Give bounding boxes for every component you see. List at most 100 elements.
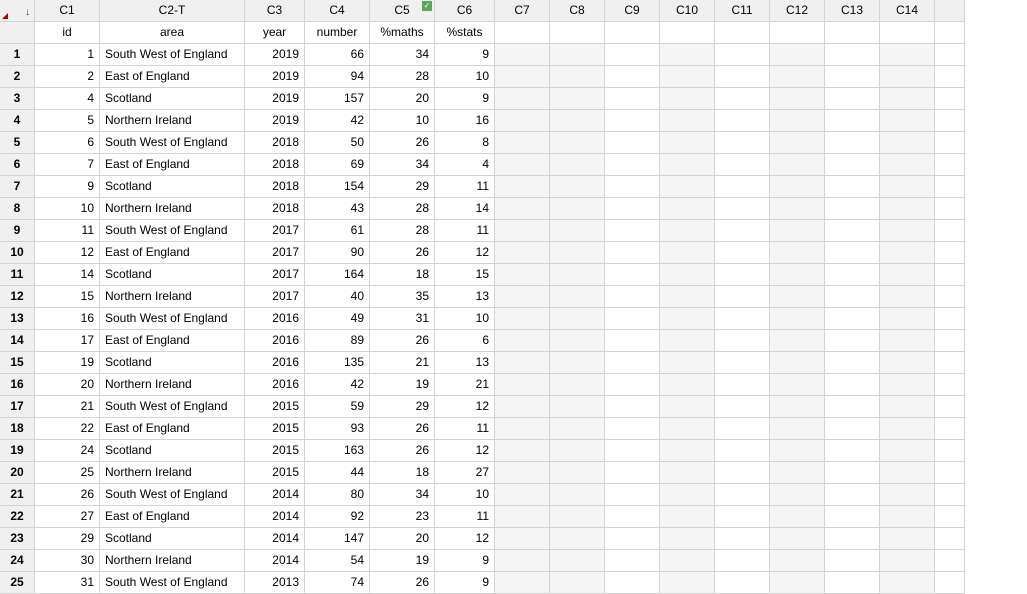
data-cell[interactable]: 40 <box>305 286 370 308</box>
data-cell[interactable] <box>550 506 605 528</box>
data-cell[interactable] <box>495 330 550 352</box>
data-cell[interactable]: 12 <box>435 528 495 550</box>
data-cell[interactable]: 2014 <box>245 528 305 550</box>
data-cell[interactable]: 19 <box>370 374 435 396</box>
data-cell[interactable] <box>495 154 550 176</box>
data-cell[interactable] <box>495 132 550 154</box>
data-cell[interactable] <box>825 220 880 242</box>
data-cell[interactable] <box>715 264 770 286</box>
data-cell[interactable]: 7 <box>35 154 100 176</box>
data-cell[interactable] <box>770 66 825 88</box>
data-cell[interactable] <box>880 330 935 352</box>
data-cell[interactable] <box>825 198 880 220</box>
data-cell[interactable] <box>550 308 605 330</box>
row-number[interactable]: 17 <box>0 396 35 418</box>
data-cell[interactable] <box>660 242 715 264</box>
data-cell[interactable] <box>550 154 605 176</box>
data-cell[interactable] <box>880 220 935 242</box>
row-number[interactable]: 4 <box>0 110 35 132</box>
data-cell[interactable] <box>880 374 935 396</box>
data-cell[interactable] <box>880 110 935 132</box>
data-cell[interactable] <box>550 88 605 110</box>
data-cell[interactable]: 54 <box>305 550 370 572</box>
data-cell[interactable] <box>770 374 825 396</box>
data-cell[interactable]: 147 <box>305 528 370 550</box>
data-cell[interactable] <box>605 286 660 308</box>
column-header[interactable]: C6 <box>435 0 495 22</box>
data-cell[interactable] <box>605 572 660 594</box>
data-cell[interactable] <box>660 484 715 506</box>
data-cell[interactable]: 2014 <box>245 484 305 506</box>
data-cell[interactable]: Scotland <box>100 528 245 550</box>
data-cell[interactable] <box>660 264 715 286</box>
data-cell[interactable] <box>770 242 825 264</box>
column-header[interactable]: C12 <box>770 0 825 22</box>
data-cell[interactable] <box>825 528 880 550</box>
column-header[interactable]: C13 <box>825 0 880 22</box>
column-header[interactable]: C11 <box>715 0 770 22</box>
data-cell[interactable] <box>825 330 880 352</box>
data-cell[interactable] <box>825 264 880 286</box>
data-cell[interactable]: 10 <box>435 484 495 506</box>
data-cell[interactable] <box>495 550 550 572</box>
data-cell[interactable] <box>605 132 660 154</box>
data-cell[interactable]: 24 <box>35 440 100 462</box>
data-cell[interactable]: 31 <box>370 308 435 330</box>
data-cell[interactable]: 2016 <box>245 308 305 330</box>
column-header[interactable]: C4 <box>305 0 370 22</box>
data-cell[interactable]: 19 <box>35 352 100 374</box>
data-cell[interactable]: 11 <box>435 506 495 528</box>
data-cell[interactable]: 22 <box>35 418 100 440</box>
data-cell[interactable] <box>770 550 825 572</box>
data-cell[interactable] <box>825 484 880 506</box>
column-name-cell[interactable] <box>660 22 715 44</box>
data-cell[interactable] <box>715 418 770 440</box>
data-cell[interactable]: 34 <box>370 484 435 506</box>
data-cell[interactable]: 2018 <box>245 154 305 176</box>
data-cell[interactable]: South West of England <box>100 132 245 154</box>
column-header[interactable]: C2-T <box>100 0 245 22</box>
row-number[interactable]: 19 <box>0 440 35 462</box>
row-number[interactable]: 24 <box>0 550 35 572</box>
data-cell[interactable]: 2015 <box>245 396 305 418</box>
data-cell[interactable]: 11 <box>435 418 495 440</box>
data-cell[interactable] <box>715 528 770 550</box>
data-cell[interactable] <box>550 286 605 308</box>
data-cell[interactable] <box>715 220 770 242</box>
data-cell[interactable]: 25 <box>35 462 100 484</box>
data-cell[interactable]: South West of England <box>100 44 245 66</box>
data-cell[interactable] <box>660 550 715 572</box>
data-cell[interactable]: 4 <box>35 88 100 110</box>
data-cell[interactable] <box>880 528 935 550</box>
data-cell[interactable]: 2015 <box>245 462 305 484</box>
row-number[interactable]: 3 <box>0 88 35 110</box>
data-cell[interactable] <box>715 66 770 88</box>
data-cell[interactable]: 10 <box>435 308 495 330</box>
data-cell[interactable]: 27 <box>35 506 100 528</box>
data-cell[interactable] <box>495 198 550 220</box>
data-cell[interactable] <box>770 110 825 132</box>
data-cell[interactable] <box>880 286 935 308</box>
data-cell[interactable]: South West of England <box>100 308 245 330</box>
data-cell[interactable] <box>605 44 660 66</box>
data-cell[interactable] <box>550 132 605 154</box>
data-cell[interactable]: 13 <box>435 286 495 308</box>
data-cell[interactable] <box>605 484 660 506</box>
column-name-cell[interactable]: year <box>245 22 305 44</box>
data-cell[interactable] <box>715 198 770 220</box>
data-cell[interactable] <box>770 176 825 198</box>
data-cell[interactable] <box>660 572 715 594</box>
data-cell[interactable] <box>770 506 825 528</box>
data-cell[interactable] <box>495 418 550 440</box>
data-cell[interactable]: 2015 <box>245 440 305 462</box>
data-cell[interactable]: 61 <box>305 220 370 242</box>
data-cell[interactable] <box>825 506 880 528</box>
data-cell[interactable]: East of England <box>100 418 245 440</box>
data-cell[interactable] <box>495 506 550 528</box>
data-cell[interactable] <box>550 440 605 462</box>
data-cell[interactable]: 1 <box>35 44 100 66</box>
data-cell[interactable]: 163 <box>305 440 370 462</box>
data-cell[interactable] <box>770 418 825 440</box>
row-number[interactable]: 5 <box>0 132 35 154</box>
data-cell[interactable] <box>605 352 660 374</box>
